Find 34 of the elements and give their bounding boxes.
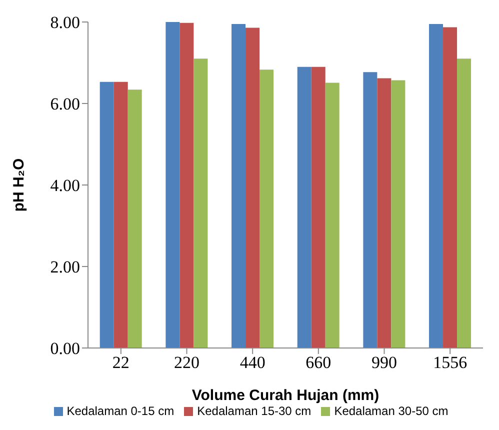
y-tick-label: 8.00 — [50, 13, 80, 32]
x-tick-label: 990 — [372, 353, 397, 372]
y-tick-label: 0.00 — [50, 339, 80, 358]
x-tick-label: 440 — [240, 353, 266, 372]
bar — [260, 70, 274, 348]
bar — [246, 28, 260, 348]
bar — [391, 80, 406, 348]
bar — [443, 27, 458, 348]
x-axis-title: Volume Curah Hujan (mm) — [192, 387, 380, 404]
bar — [180, 22, 194, 348]
bar — [457, 58, 472, 348]
legend-label: Kedalaman 0-15 cm — [66, 404, 174, 418]
bar — [311, 66, 326, 348]
x-tick-label: 220 — [174, 353, 200, 372]
bar — [128, 90, 142, 348]
bar — [377, 78, 392, 348]
bar — [363, 72, 378, 348]
y-tick-label: 2.00 — [50, 258, 80, 277]
legend-label: Kedalaman 15-30 cm — [197, 404, 312, 418]
y-axis-title: pH H₂O — [10, 158, 28, 212]
bar — [100, 82, 114, 348]
y-tick-label: 6.00 — [50, 94, 80, 114]
bar — [166, 22, 180, 348]
bar — [297, 66, 312, 348]
bar — [114, 82, 128, 348]
bar — [194, 58, 208, 348]
bar — [325, 82, 340, 348]
x-tick-label: 1556 — [433, 353, 468, 372]
y-tick-label: 4.00 — [50, 176, 80, 196]
legend-label: Kedalaman 30-50 cm — [334, 404, 448, 418]
x-tick-label: 22 — [112, 353, 130, 372]
bar — [232, 24, 246, 348]
bar — [429, 24, 444, 348]
x-tick-label: 660 — [306, 353, 332, 372]
